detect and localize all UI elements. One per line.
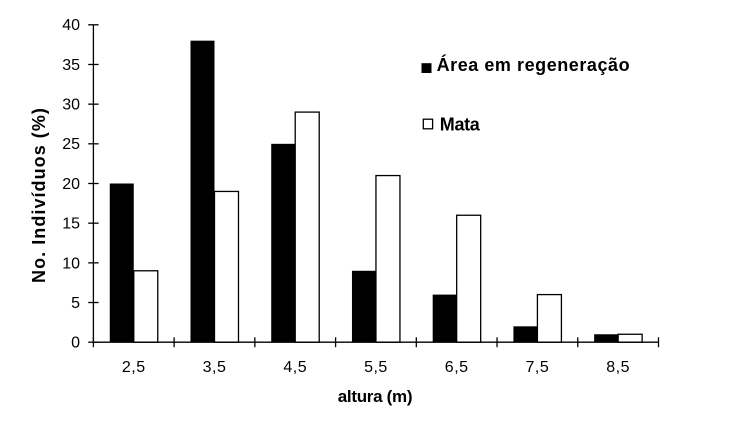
svg-text:0: 0	[71, 335, 80, 352]
svg-text:6,5: 6,5	[445, 359, 469, 376]
svg-text:20: 20	[62, 176, 80, 193]
svg-text:2,5: 2,5	[122, 359, 146, 376]
svg-text:7,5: 7,5	[526, 359, 550, 376]
svg-text:5: 5	[71, 295, 80, 312]
svg-text:8,5: 8,5	[606, 359, 630, 376]
svg-text:25: 25	[62, 136, 80, 153]
svg-text:40: 40	[62, 17, 80, 34]
svg-text:10: 10	[62, 255, 80, 272]
svg-text:Mata: Mata	[440, 114, 481, 134]
svg-text:30: 30	[62, 97, 80, 114]
svg-text:15: 15	[62, 216, 80, 233]
svg-text:5,5: 5,5	[364, 359, 388, 376]
svg-text:Área em regeneração: Área em regeneração	[437, 54, 631, 75]
svg-text:altura (m): altura (m)	[338, 387, 412, 406]
svg-text:35: 35	[62, 57, 80, 74]
svg-text:4,5: 4,5	[283, 359, 307, 376]
svg-text:3,5: 3,5	[203, 359, 227, 376]
svg-text:No. Indivíduos (%): No. Indivíduos (%)	[29, 107, 49, 283]
